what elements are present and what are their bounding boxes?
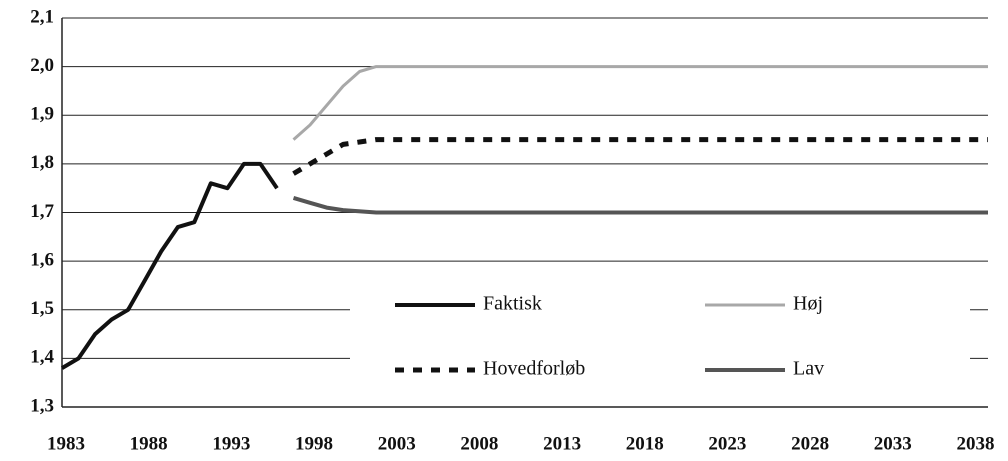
y-tick-label: 1,9	[30, 104, 54, 125]
data-line	[60, 161, 279, 370]
x-tick-label: 2003	[378, 433, 416, 454]
data-line	[292, 65, 988, 141]
legend-label: Lav	[793, 358, 824, 380]
x-tick-label: 2013	[543, 433, 581, 454]
x-tick-label: 2038	[956, 433, 994, 454]
x-tick-label: 1998	[295, 433, 333, 454]
x-tick-label: 2033	[874, 433, 912, 454]
x-tick-label: 2028	[791, 433, 829, 454]
data-line	[292, 137, 988, 176]
y-tick-label: 1,7	[30, 201, 54, 222]
y-tick-label: 1,4	[30, 347, 54, 368]
y-tick-label: 2,0	[30, 55, 54, 76]
x-tick-label: 2018	[626, 433, 664, 454]
y-tick-label: 2,1	[30, 6, 54, 27]
legend-box	[350, 275, 970, 395]
y-tick-label: 1,5	[30, 298, 54, 319]
y-tick-label: 1,6	[30, 249, 54, 270]
x-tick-label: 1993	[212, 433, 250, 454]
x-tick-label: 1983	[47, 433, 85, 454]
y-tick-label: 1,3	[30, 395, 54, 416]
y-tick-label: 1,8	[30, 152, 54, 173]
legend-label: Hovedforløb	[483, 358, 585, 380]
x-tick-label: 2008	[460, 433, 498, 454]
x-tick-label: 2023	[708, 433, 746, 454]
data-line	[292, 195, 988, 215]
legend-label: Høj	[793, 293, 823, 315]
legend-label: Faktisk	[483, 293, 542, 315]
x-tick-label: 1988	[130, 433, 168, 454]
